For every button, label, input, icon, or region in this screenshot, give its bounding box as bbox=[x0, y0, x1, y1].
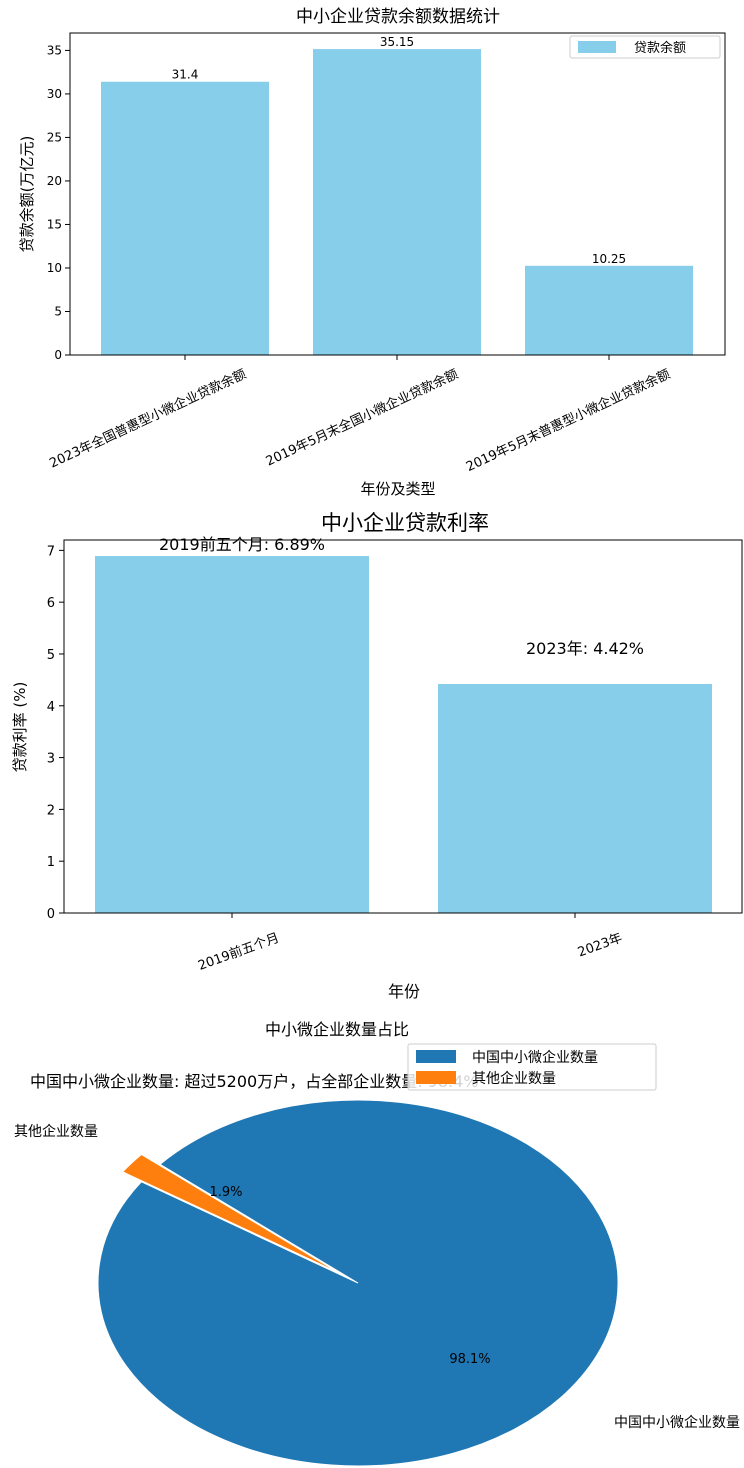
chart1-bar bbox=[313, 49, 481, 355]
chart2-x-tick-label: 2023年 bbox=[576, 931, 624, 961]
chart1-bar-value-label: 35.15 bbox=[380, 35, 414, 49]
loan-rate-chart: 中小企业贷款利率 2019前五个月: 6.89% 2023年: 4.42% 0 1 2… bbox=[11, 511, 743, 1001]
chart1-y-tick-label: 25 bbox=[47, 130, 62, 144]
chart1-legend: 贷款余额 bbox=[569, 35, 721, 59]
chart3-legend-label-0: 中国中小微企业数量 bbox=[472, 1049, 598, 1066]
chart1-y-tick-label: 10 bbox=[47, 261, 62, 275]
chart2-y-tick-label: 1 bbox=[47, 855, 55, 870]
chart2-y-tick-label: 5 bbox=[47, 648, 55, 663]
chart2-x-tick-label: 2019前五个月 bbox=[196, 930, 281, 974]
chart1-x-tick-label: 2023年全国普惠型小微企业贷款余额 bbox=[47, 366, 249, 471]
pie-slice-china-sme bbox=[97, 1099, 619, 1467]
chart1-x-axis-label: 年份及类型 bbox=[360, 480, 435, 498]
chart3-legend: 中国中小微企业数量 其他企业数量 bbox=[407, 1043, 657, 1091]
chart1-x-tick-label: 2019年5月末普惠型小微企业贷款余额 bbox=[463, 366, 672, 475]
chart2-bar bbox=[95, 556, 369, 913]
chart3-legend-swatch-0 bbox=[416, 1050, 456, 1063]
pie-outer-label-other: 其他企业数量 bbox=[14, 1123, 98, 1140]
chart1-y-tick-label: 30 bbox=[47, 87, 62, 101]
chart3-subtitle: 中国中小微企业数量: 超过5200万户，占全部企业数量: 98.4% bbox=[30, 1072, 479, 1091]
chart1-y-tick-label: 15 bbox=[47, 217, 62, 231]
chart3-title: 中小微企业数量占比 bbox=[265, 1020, 409, 1039]
chart2-y-tick-label: 2 bbox=[47, 803, 55, 818]
chart2-bar-value-label: 2019前五个月: 6.89% bbox=[159, 535, 325, 554]
loan-balance-chart: 中小企业贷款余额数据统计 31.4 35.15 10.25 0 5 10 15 20 25 30… bbox=[18, 7, 726, 498]
chart1-bar-value-label: 10.25 bbox=[592, 252, 626, 266]
chart1-y-tick-label: 5 bbox=[54, 304, 62, 318]
chart1-legend-swatch bbox=[578, 41, 616, 53]
chart2-y-axis-label: 贷款利率 (%) bbox=[11, 682, 29, 773]
chart2-bar-value-label: 2023年: 4.42% bbox=[526, 639, 644, 658]
chart3-legend-label-1: 其他企业数量 bbox=[472, 1070, 556, 1087]
chart1-bar bbox=[525, 265, 693, 355]
chart1-bar bbox=[101, 81, 269, 355]
chart2-y-tick-label: 7 bbox=[47, 544, 55, 559]
chart2-title: 中小企业贷款利率 bbox=[321, 511, 489, 535]
chart2-y-tick-label: 6 bbox=[47, 596, 55, 611]
chart1-y-axis-label: 贷款余额(万亿元) bbox=[18, 136, 36, 253]
chart2-y-tick-label: 3 bbox=[47, 752, 55, 767]
pie-pct-label-other: 1.9% bbox=[209, 1185, 242, 1200]
chart2-y-tick-label: 0 bbox=[47, 907, 55, 922]
pie-pct-label-china-sme: 98.1% bbox=[449, 1352, 490, 1367]
pie-outer-label-china-sme: 中国中小微企业数量 bbox=[614, 1414, 740, 1431]
chart1-y-tick-label: 20 bbox=[47, 174, 62, 188]
chart2-y-tick-label: 4 bbox=[47, 700, 55, 715]
chart2-bar bbox=[438, 684, 712, 913]
chart1-y-tick-label: 0 bbox=[54, 348, 62, 362]
chart2-x-axis-label: 年份 bbox=[388, 982, 420, 1001]
chart1-x-tick-label: 2019年5月末全国小微企业贷款余额 bbox=[263, 366, 460, 469]
chart3-legend-swatch-1 bbox=[416, 1071, 456, 1084]
chart1-y-tick-label: 35 bbox=[47, 43, 62, 57]
chart2-plot-frame bbox=[63, 539, 743, 914]
chart1-bar-value-label: 31.4 bbox=[172, 68, 199, 82]
chart1-legend-label: 贷款余额 bbox=[634, 40, 686, 56]
enterprise-share-pie-chart: 中小微企业数量占比 中国中小微企业数量: 超过5200万户，占全部企业数量: 9… bbox=[14, 1020, 740, 1467]
chart3-legend-box bbox=[407, 1043, 657, 1091]
pie-slice-other bbox=[121, 1153, 340, 1274]
chart1-title: 中小企业贷款余额数据统计 bbox=[296, 7, 500, 27]
